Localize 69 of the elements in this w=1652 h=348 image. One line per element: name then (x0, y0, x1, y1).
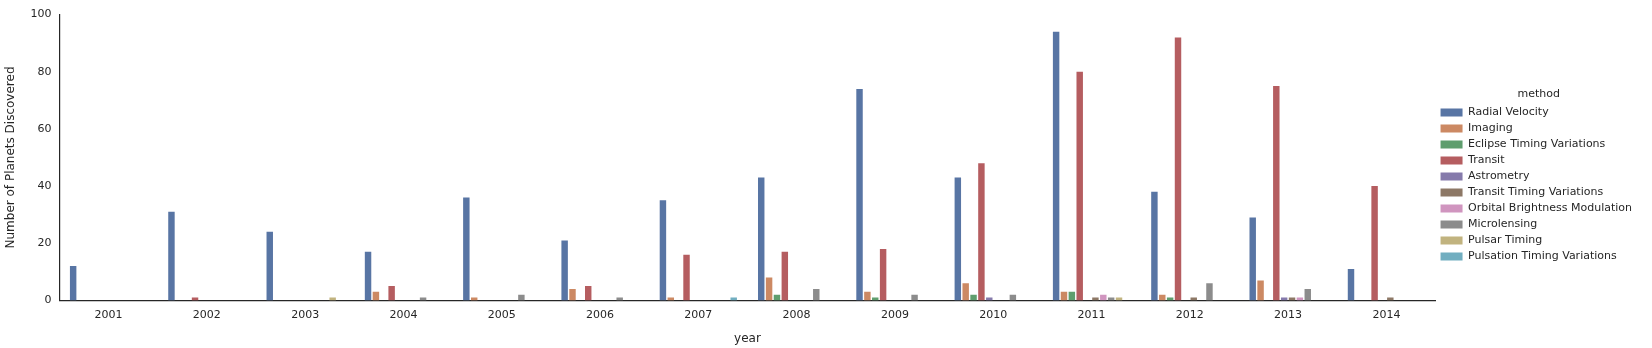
bar (781, 251, 789, 301)
bar (1174, 37, 1182, 301)
legend-label: Pulsation Timing Variations (1468, 249, 1618, 263)
legend-label: Astrometry (1468, 169, 1530, 183)
y-tick-label: 80 (37, 64, 52, 78)
y-tick-label: 0 (44, 293, 52, 307)
bar (1076, 71, 1083, 301)
x-tick-label: 2005 (487, 307, 516, 321)
y-axis-title: Number of Planets Discovered (3, 66, 18, 249)
bar (168, 211, 175, 301)
bar (864, 291, 871, 301)
bar (266, 231, 273, 301)
bar (1371, 186, 1378, 301)
bar (1100, 294, 1107, 301)
legend-label: Pulsar Timing (1468, 233, 1543, 247)
bar (813, 288, 820, 301)
x-tick-label: 2002 (192, 307, 221, 321)
legend-label: Orbital Brightness Modulation (1468, 201, 1633, 215)
bar (463, 197, 470, 301)
bar (1273, 86, 1280, 301)
y-tick-label: 60 (37, 121, 52, 135)
bar (978, 163, 985, 301)
x-tick-label: 2006 (586, 307, 615, 321)
bar (1159, 294, 1166, 301)
x-tick-label: 2013 (1274, 307, 1303, 321)
bar (364, 251, 372, 301)
legend-label: Eclipse Timing Variations (1468, 137, 1606, 151)
bar (569, 288, 576, 301)
bar (970, 294, 977, 301)
bar (585, 286, 592, 301)
bar (659, 200, 667, 301)
legend-label: Radial Velocity (1468, 105, 1550, 119)
bar (1347, 268, 1355, 301)
bar (1151, 191, 1158, 301)
x-axis-title: year (734, 330, 761, 345)
bar (1249, 217, 1256, 301)
bar (911, 294, 918, 301)
legend-title: method (1517, 87, 1561, 101)
x-tick-label: 2004 (389, 307, 418, 321)
bar (1206, 283, 1213, 301)
bar (561, 240, 568, 301)
legend-label: Microlensing (1468, 217, 1538, 231)
bar (765, 277, 773, 301)
y-tick-label: 40 (37, 178, 52, 192)
bar (954, 177, 962, 301)
bar (518, 294, 525, 301)
bar (388, 286, 395, 301)
x-tick-label: 2012 (1175, 307, 1204, 321)
bar (69, 266, 77, 301)
x-tick-label: 2007 (684, 307, 713, 321)
bar (758, 177, 765, 301)
y-tick-label: 100 (30, 7, 52, 21)
legend-label: Transit Timing Variations (1467, 185, 1604, 199)
x-tick-label: 2010 (979, 307, 1008, 321)
bar (856, 88, 863, 301)
bar (1257, 280, 1264, 301)
legend-label: Transit (1467, 153, 1506, 167)
x-tick-label: 2001 (94, 307, 123, 321)
legend-label: Imaging (1468, 121, 1513, 135)
x-tick-label: 2003 (291, 307, 320, 321)
bar (1052, 31, 1060, 301)
bar (683, 254, 690, 301)
x-tick-label: 2014 (1372, 307, 1401, 321)
bar (879, 248, 887, 301)
x-tick-label: 2009 (880, 307, 909, 321)
x-tick-label: 2008 (782, 307, 811, 321)
x-tick-label: 2011 (1077, 307, 1106, 321)
bar (962, 283, 969, 301)
y-tick-label: 20 (37, 236, 52, 250)
